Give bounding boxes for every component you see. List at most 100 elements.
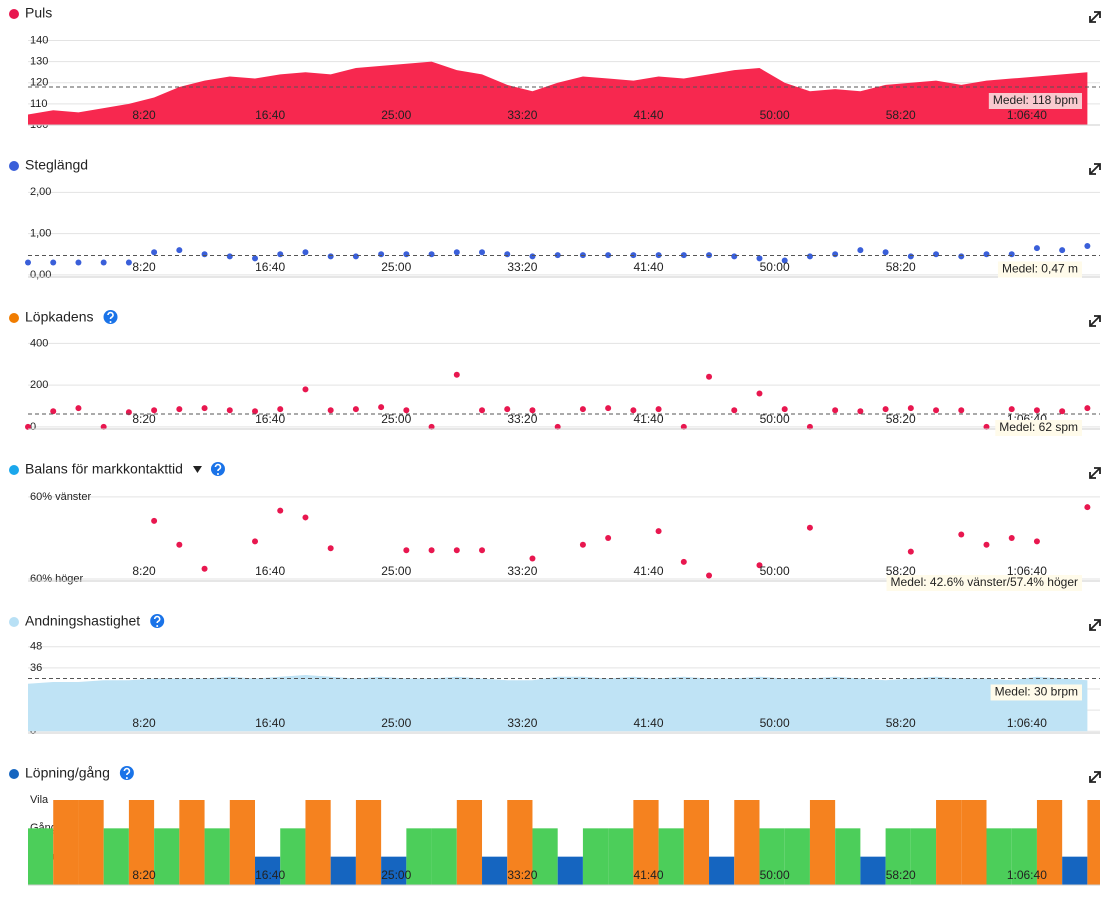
- state-bar: [1011, 828, 1037, 885]
- point: [933, 407, 940, 414]
- point: [75, 259, 82, 266]
- state-bar: [28, 828, 54, 885]
- point: [302, 249, 309, 256]
- state-bar: [885, 828, 911, 885]
- state-bar: [835, 828, 861, 885]
- x-tick-label: 41:40: [633, 412, 663, 426]
- x-tick-label: 50:00: [760, 868, 790, 882]
- point: [1008, 251, 1015, 258]
- x-tick-label: 16:40: [255, 260, 285, 274]
- state-bar: [860, 856, 886, 885]
- x-tick-label: 1:06:40: [1007, 564, 1047, 578]
- point: [453, 547, 460, 554]
- point: [226, 253, 233, 260]
- point: [1059, 408, 1066, 415]
- chart-panel: Löpning/gångLöpningGångVila8:2016:4025:0…: [9, 765, 1101, 886]
- point: [151, 249, 158, 256]
- mean-label-bg: [990, 684, 1082, 701]
- help-glyph: [153, 615, 161, 624]
- x-tick-label: 8:20: [132, 564, 156, 578]
- help-glyph: [214, 463, 222, 472]
- x-tick-label: 25:00: [381, 412, 411, 426]
- help-icon[interactable]: [119, 766, 134, 780]
- chart-panel: Steglängd 0,00 1,00 2,00 8:20 16:40 25:00 33:20…: [9, 157, 1101, 281]
- point: [983, 423, 990, 430]
- state-bar: [1036, 800, 1063, 885]
- point: [327, 407, 334, 414]
- point: [201, 251, 208, 258]
- state-bar: [53, 800, 79, 885]
- state-bar: [910, 828, 937, 885]
- x-tick-label: 50:00: [760, 716, 790, 730]
- point: [706, 373, 713, 380]
- expand-icon[interactable]: [1089, 11, 1101, 23]
- dropdown-arrow[interactable]: [192, 466, 202, 473]
- mean-label-bg: [886, 575, 1082, 591]
- y-tick-label: 60% vänster: [30, 491, 91, 503]
- expand-icon[interactable]: [1089, 619, 1101, 631]
- state-bar: [936, 800, 962, 885]
- point: [352, 253, 359, 260]
- point: [1084, 405, 1091, 412]
- chart-title: Balans för markkontakttid: [25, 461, 183, 477]
- point: [554, 252, 561, 259]
- point: [50, 408, 57, 415]
- point: [680, 252, 687, 259]
- point: [252, 408, 259, 415]
- state-bar: [229, 800, 256, 885]
- help-icon[interactable]: [103, 310, 118, 324]
- x-tick-label: 50:00: [760, 108, 790, 122]
- point: [453, 249, 460, 256]
- y-tick-label: Vila: [30, 794, 49, 806]
- point: [907, 253, 914, 260]
- point: [781, 257, 788, 264]
- state-bar: [456, 800, 483, 885]
- point: [50, 259, 57, 266]
- point: [882, 249, 889, 256]
- x-tick-label: 25:00: [381, 564, 411, 578]
- state-bar: [204, 828, 230, 885]
- point: [630, 407, 637, 414]
- x-tick-label: 58:20: [886, 868, 916, 882]
- chart-title: Löpning/gång: [25, 765, 110, 781]
- y-tick-label: 0: [30, 421, 36, 433]
- x-tick-label: 1:06:40: [1007, 716, 1047, 730]
- state-bar: [1087, 800, 1100, 885]
- mean-label: Medel: 42.6% vänster/57.4% höger: [891, 575, 1078, 589]
- y-tick-label: 36: [30, 662, 42, 674]
- point: [378, 404, 385, 411]
- point: [907, 548, 914, 555]
- chart-panel: Andningshastighet0122436488:2016:4025:00…: [9, 613, 1101, 737]
- point: [428, 423, 435, 430]
- expand-icon[interactable]: [1089, 771, 1101, 783]
- y-tick-label: 2,00: [30, 186, 51, 198]
- y-tick-label: 140: [30, 34, 48, 46]
- x-tick-label: 41:40: [633, 260, 663, 274]
- x-tick-label: 16:40: [255, 108, 285, 122]
- x-tick-label: 50:00: [760, 412, 790, 426]
- point: [706, 572, 713, 579]
- x-tick-label: 33:20: [507, 564, 537, 578]
- point: [958, 407, 965, 414]
- mean-label: Medel: 118 bpm: [993, 93, 1078, 107]
- help-icon[interactable]: [210, 462, 225, 476]
- point: [832, 251, 839, 258]
- expand-icon[interactable]: [1089, 315, 1101, 327]
- x-tick-label: 25:00: [381, 108, 411, 122]
- point: [252, 538, 259, 545]
- point: [25, 423, 31, 430]
- y-tick-label: 1,00: [30, 228, 51, 240]
- chart-title: Löpkadens: [25, 309, 94, 325]
- help-icon[interactable]: [150, 614, 165, 628]
- point: [151, 517, 158, 524]
- expand-icon[interactable]: [1089, 163, 1101, 175]
- expand-icon[interactable]: [1089, 467, 1101, 479]
- point: [933, 251, 940, 258]
- point: [1033, 407, 1040, 414]
- title-dot: [9, 9, 19, 19]
- point: [806, 423, 813, 430]
- state-bar: [355, 800, 382, 885]
- point: [605, 405, 612, 412]
- y-tick-label: 0,00: [30, 269, 51, 281]
- point: [680, 558, 687, 565]
